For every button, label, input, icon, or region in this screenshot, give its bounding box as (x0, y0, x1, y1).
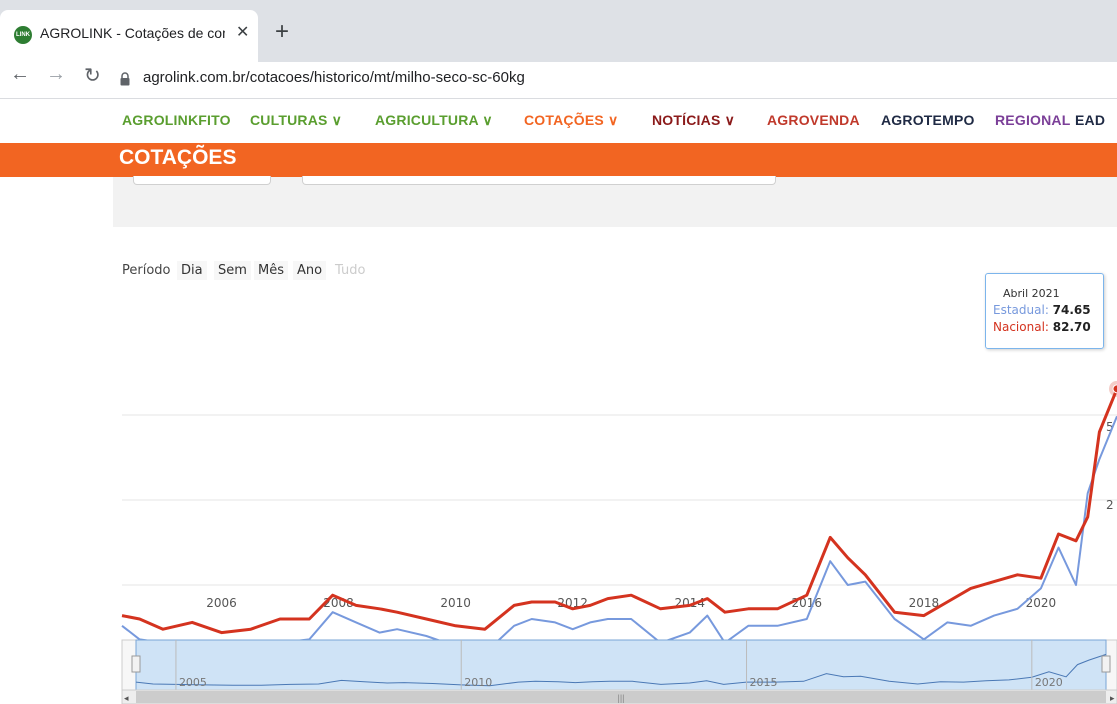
scrollbar-right-arrow-icon[interactable]: ▸ (1110, 693, 1115, 703)
product-select[interactable] (302, 176, 776, 185)
nav-item-5[interactable]: AGROVENDA (767, 112, 860, 128)
x-tick-label-5: 2016 (792, 596, 823, 610)
tooltip-nacional-label: Nacional (993, 320, 1045, 334)
y-tick-label-1: 2 (1106, 498, 1114, 512)
lock-icon[interactable] (120, 72, 130, 86)
scrollbar-thumb[interactable] (136, 691, 1106, 703)
range-button-0[interactable]: Dia (177, 261, 207, 280)
agrolink-favicon-icon: LINK (14, 26, 32, 44)
scrollbar-grip-icon: ||| (617, 693, 624, 703)
navigator-tick-label-3: 2020 (1035, 676, 1063, 689)
x-tick-label-0: 2006 (206, 596, 237, 610)
section-title: COTAÇÕES (119, 146, 237, 169)
range-selector-label: Período (122, 263, 171, 278)
tooltip-estadual-value: 74.65 (1052, 303, 1091, 317)
y-tick-label-0: 5 (1106, 420, 1114, 434)
site-nav (0, 99, 1117, 143)
scrollbar-left-arrow-icon[interactable]: ◂ (124, 693, 129, 703)
tooltip-estadual-label: Estadual (993, 303, 1045, 317)
hover-point (1112, 384, 1117, 394)
nav-item-0[interactable]: AGROLINKFITO (122, 112, 231, 128)
nav-item-2[interactable]: AGRICULTURA ∨ (375, 112, 493, 128)
close-tab-icon[interactable]: ✕ (236, 24, 250, 41)
new-tab-icon[interactable]: + (275, 18, 290, 45)
tooltip-estadual: Estadual: 74.65 (993, 303, 1091, 317)
browser-tab[interactable] (0, 10, 258, 62)
nav-item-7[interactable]: REGIONAL (995, 112, 1071, 128)
navigator-tick-label-1: 2010 (464, 676, 492, 689)
navigator-series-line (135, 653, 1107, 687)
section-header-bar (0, 143, 1117, 177)
tooltip-date: Abril 2021 (1003, 287, 1060, 300)
navigator-tick-label-0: 2005 (179, 676, 207, 689)
navigator-tick-label-2: 2015 (750, 676, 778, 689)
state-select[interactable] (133, 176, 271, 185)
x-tick-label-6: 2018 (909, 596, 940, 610)
tab-title: AGROLINK - Cotações de commc (40, 25, 225, 41)
tooltip-nacional: Nacional: 82.70 (993, 320, 1091, 334)
series-line-estadual (121, 415, 1117, 654)
range-button-4: Tudo (335, 263, 366, 278)
reload-icon[interactable]: ↻ (84, 65, 101, 87)
forward-arrow-icon[interactable]: → (46, 63, 66, 85)
range-button-3[interactable]: Ano (293, 261, 327, 280)
x-tick-label-2: 2010 (440, 596, 471, 610)
nav-item-1[interactable]: CULTURAS ∨ (250, 112, 343, 128)
back-arrow-icon[interactable]: ← (10, 63, 30, 85)
nav-item-3[interactable]: COTAÇÕES ∨ (524, 112, 619, 128)
series-line-nacional (121, 388, 1117, 635)
chart-tooltip (985, 273, 1104, 349)
address-bar-url[interactable]: agrolink.com.br/cotacoes/historico/mt/mi… (143, 69, 525, 86)
navigator-handle-1[interactable] (1101, 655, 1111, 673)
navigator-handle-0[interactable] (131, 655, 141, 673)
nav-item-6[interactable]: AGROTEMPO (881, 112, 975, 128)
filter-panel (113, 177, 1117, 227)
nav-item-8[interactable]: EAD (1075, 112, 1106, 128)
x-tick-label-7: 2020 (1026, 596, 1057, 610)
range-button-2[interactable]: Mês (254, 261, 288, 280)
browser-toolbar (0, 62, 1117, 99)
nav-item-4[interactable]: NOTÍCIAS ∨ (652, 112, 736, 128)
range-button-1[interactable]: Sem (214, 261, 251, 280)
tooltip-nacional-value: 82.70 (1052, 320, 1091, 334)
